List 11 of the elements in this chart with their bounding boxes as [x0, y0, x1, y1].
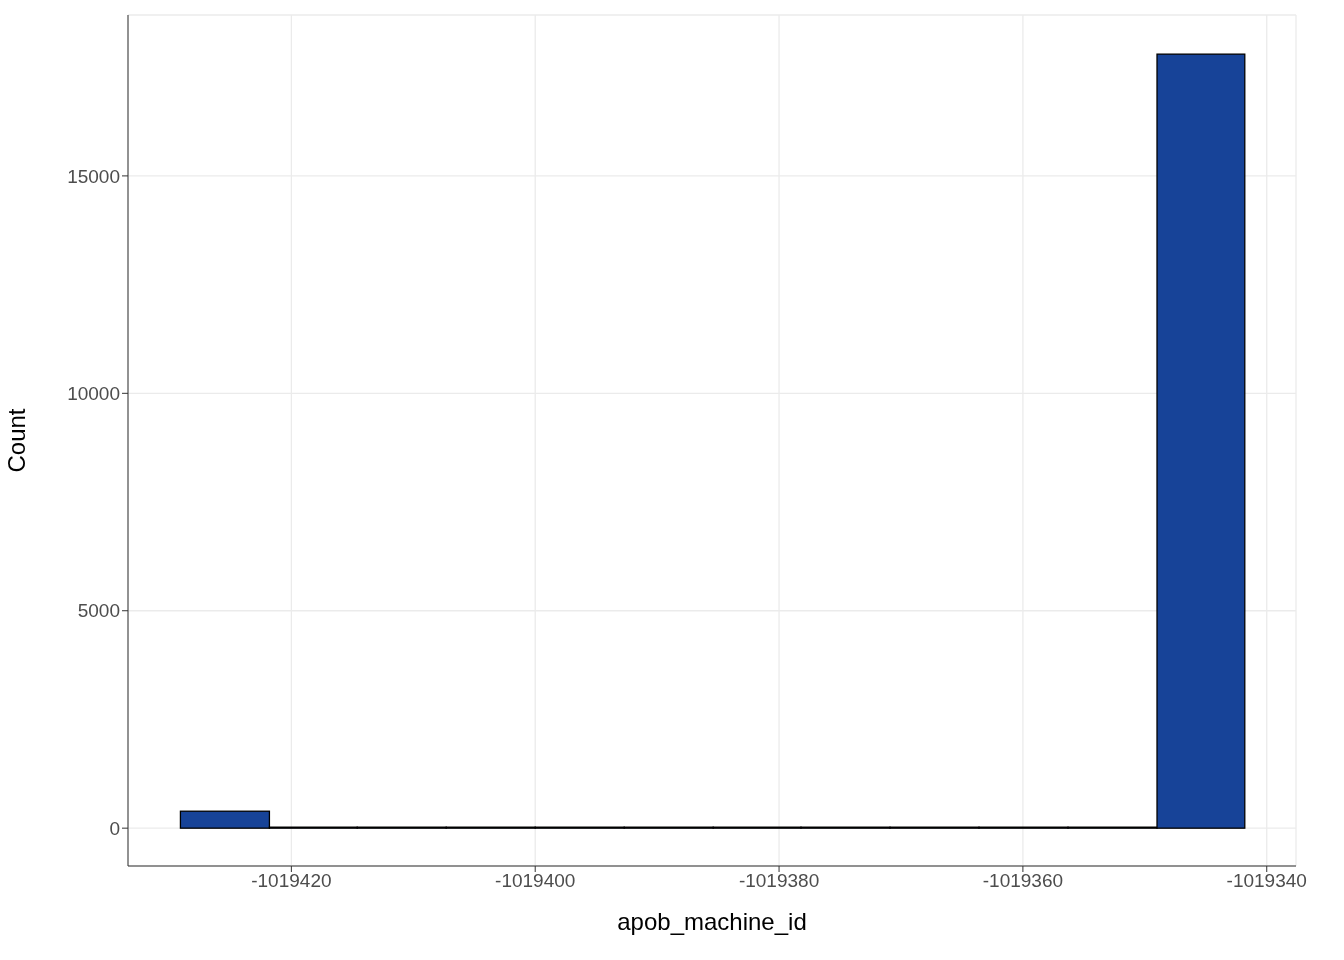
x-tick-label: -1019340: [1226, 870, 1307, 892]
y-axis-title: Count: [2, 408, 30, 473]
x-tick-label: -1019360: [982, 870, 1064, 892]
x-tick-label: -1019420: [251, 870, 332, 892]
x-axis-title: apob_machine_id: [617, 908, 807, 935]
x-tick-label: -1019400: [495, 870, 576, 892]
y-tick-label: 15000: [67, 165, 120, 187]
x-tick-label: -1019380: [738, 870, 820, 892]
y-tick-label: 0: [109, 817, 120, 839]
y-tick-label: 5000: [77, 600, 120, 622]
y-tick-label: 10000: [67, 383, 120, 405]
